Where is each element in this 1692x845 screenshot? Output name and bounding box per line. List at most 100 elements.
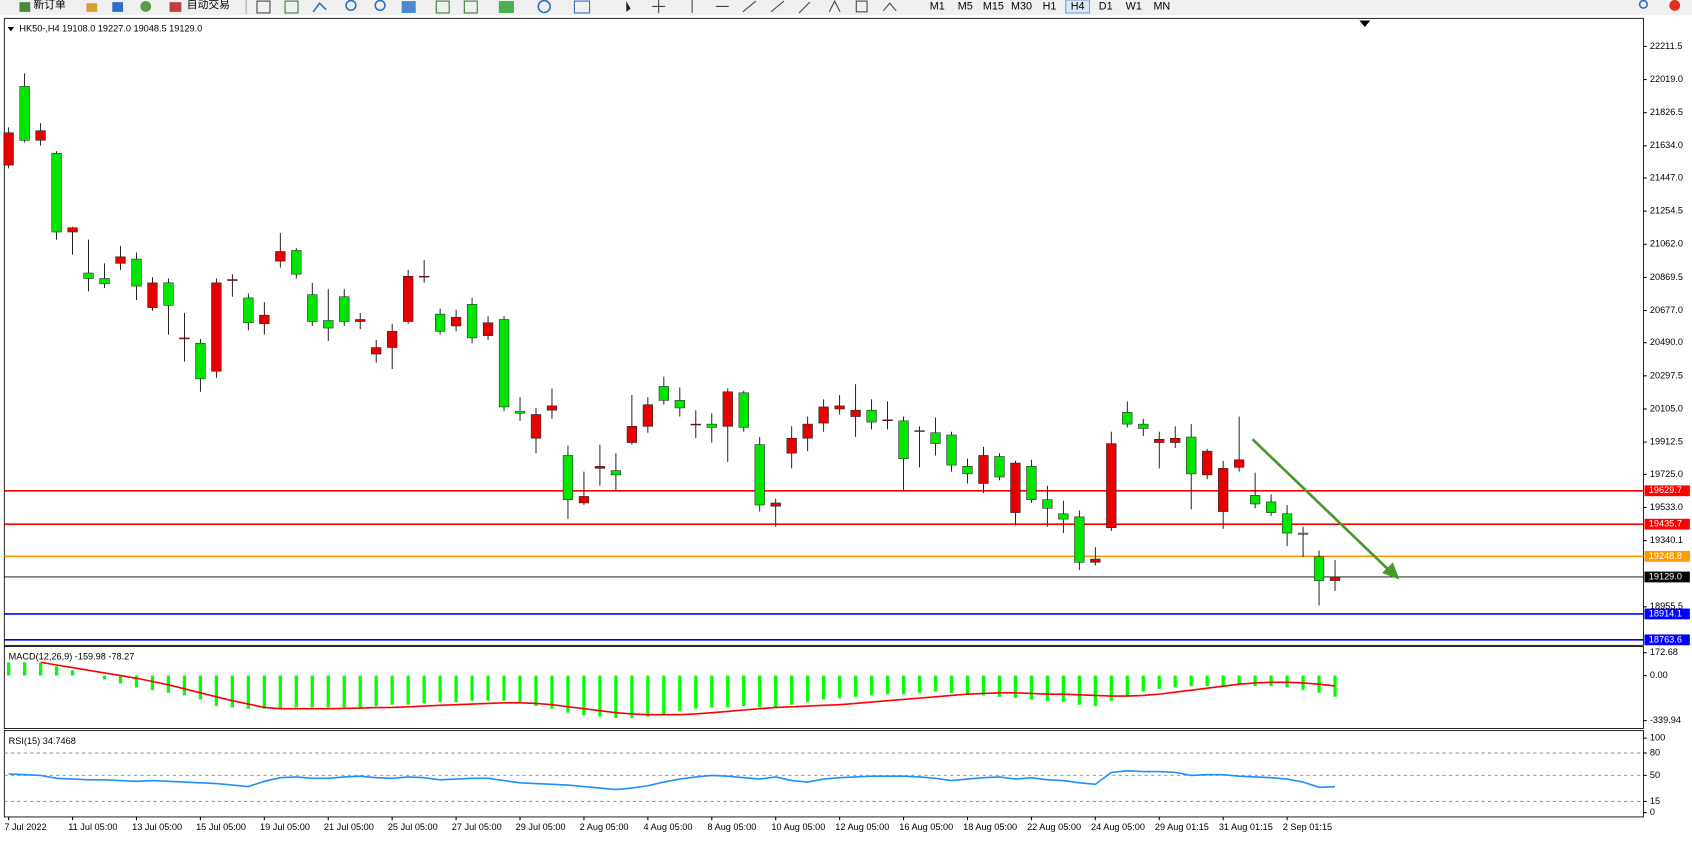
notification-icon[interactable] [1669, 0, 1681, 11]
timeframe-button[interactable]: M5 [958, 0, 973, 12]
panel-title: HK50-,H4 19108.0 19227.0 19048.5 19129.0 [19, 24, 202, 34]
macd-bar [678, 675, 682, 712]
candle-body [1249, 495, 1261, 505]
macd-bar [758, 675, 762, 708]
candle-body [866, 409, 877, 423]
timeframe-button[interactable]: W1 [1126, 0, 1142, 12]
timeframe-button[interactable]: H1 [1043, 0, 1057, 12]
y-tick-label: -339.94 [1650, 715, 1681, 725]
macd-bar [438, 675, 442, 703]
y-tick-label: 172.68 [1650, 647, 1678, 657]
icon[interactable] [169, 2, 182, 12]
icon[interactable] [312, 2, 327, 13]
macd-bar [278, 675, 282, 709]
macd-bar [1189, 675, 1193, 687]
plot [7, 661, 1337, 718]
candle-body [227, 279, 238, 281]
timeframe-button[interactable]: M1 [930, 0, 945, 12]
search-icon[interactable] [1638, 0, 1648, 9]
macd-bar [246, 675, 250, 709]
macd-bar [486, 675, 490, 701]
candle-body [323, 320, 334, 329]
icon[interactable] [112, 2, 124, 12]
icon[interactable] [19, 2, 31, 12]
candle-body [259, 314, 270, 325]
macd-bar [1205, 675, 1209, 687]
icon[interactable] [855, 0, 868, 13]
icon[interactable] [626, 1, 631, 12]
icon[interactable] [86, 3, 98, 12]
timeframe-button[interactable]: M30 [1011, 0, 1032, 12]
icon[interactable] [140, 1, 152, 12]
macd-bar [933, 675, 938, 692]
x-tick-label: 29 Jul 05:00 [516, 822, 566, 832]
timeframe-button[interactable]: H4 [1071, 0, 1085, 12]
icon[interactable] [284, 0, 299, 14]
icon[interactable] [374, 0, 386, 12]
x-tick-label: 27 Jul 05:00 [452, 822, 502, 832]
icon[interactable] [652, 0, 666, 13]
macd-bar [630, 675, 634, 718]
macd-bar [710, 675, 714, 708]
timeframe-button[interactable]: D1 [1099, 0, 1113, 12]
candle-body [530, 414, 542, 439]
icon[interactable] [435, 0, 450, 14]
icon[interactable] [691, 0, 811, 14]
candle-body [1281, 513, 1293, 534]
macd-bar [550, 675, 554, 709]
icon[interactable] [401, 1, 416, 13]
candle-body [1170, 437, 1181, 443]
icon[interactable] [463, 0, 478, 14]
candle-body [642, 404, 653, 427]
candle-body [35, 130, 46, 141]
icon[interactable] [537, 0, 551, 14]
candle-body [706, 423, 717, 428]
y-tick-label: 19725.0 [1650, 469, 1683, 479]
candle-body [1138, 423, 1149, 429]
macd-bar [1157, 675, 1161, 689]
macd-bar [1221, 675, 1225, 687]
candle-body [1202, 450, 1213, 476]
candle-body [275, 251, 286, 262]
icon[interactable] [573, 0, 591, 14]
auto-trading[interactable]: 自动交易 [187, 0, 230, 11]
y-tick-label: 0 [1650, 807, 1655, 817]
icon[interactable] [256, 0, 271, 14]
timeframe-button[interactable]: MN [1153, 0, 1170, 12]
level-label-bg [1644, 550, 1690, 562]
macd-bar [949, 675, 954, 693]
x-tick-label: 2 Aug 05:00 [580, 822, 629, 832]
timeframe-button[interactable]: M15 [983, 0, 1004, 12]
candle-body [834, 405, 845, 410]
candle-body [1186, 436, 1197, 475]
candle-body [1313, 556, 1325, 581]
new-order[interactable]: 新订单 [33, 0, 66, 11]
plot [3, 73, 1644, 641]
macd-bar [1077, 675, 1081, 705]
macd-bar [726, 675, 730, 708]
candle-body [562, 455, 574, 500]
candle-body [1122, 411, 1133, 425]
candle-body [195, 342, 206, 380]
x-tick-label: 7 Jul 2022 [4, 822, 46, 832]
icon[interactable] [498, 1, 514, 13]
x-tick-label: 13 Jul 05:00 [132, 822, 182, 832]
macd-bar [422, 675, 426, 704]
y-tick-label: 22211.5 [1650, 41, 1682, 51]
candle-body [578, 496, 590, 504]
macd-bar [806, 675, 810, 703]
panel-title: MACD(12,26,9) -159.98 -78.27 [9, 652, 135, 662]
candle-body [19, 86, 30, 141]
icon[interactable] [828, 0, 841, 13]
macd-bar [646, 675, 650, 717]
candle-body [83, 272, 94, 279]
x-tick-label: 11 Jul 05:00 [68, 822, 117, 832]
y-tick-label: 19533.0 [1650, 502, 1683, 512]
timeframe-active[interactable] [1065, 0, 1091, 14]
y-tick-label: 15 [1650, 796, 1660, 806]
candle-body [546, 405, 558, 411]
icon[interactable] [345, 0, 357, 12]
macd-bar [7, 662, 11, 676]
macd-bar [214, 675, 219, 707]
icon[interactable] [882, 2, 897, 12]
